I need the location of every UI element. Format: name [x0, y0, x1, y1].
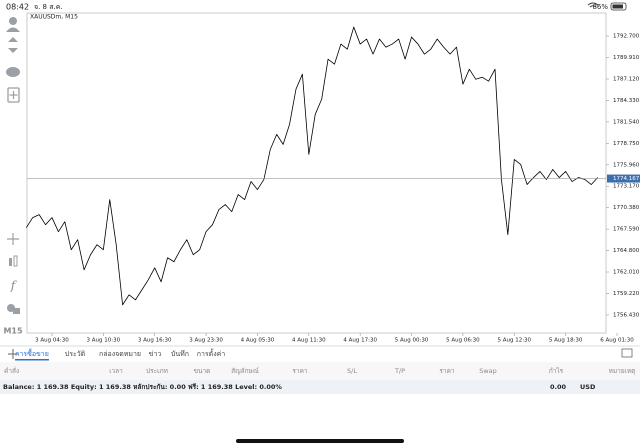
price-line — [25, 26, 599, 306]
tab-bar: การซื้อขาย ประวัติ กล่องจดหมาย ข่าว บันทึก กา… — [15, 347, 225, 361]
plot-area: 1792.700 1789.910 1787.120 1784.330 1781.540… — [25, 26, 640, 344]
balance-summary: Balance: 1 169.38 Equity: 1 169.38 หลักป… — [3, 383, 282, 391]
battery-icon — [610, 2, 627, 11]
column-header[interactable]: สัญลักษณ์ — [231, 367, 259, 375]
x-tick-label: 5 Aug 12:30 — [497, 338, 531, 344]
y-tick-label: 1781.540 — [613, 119, 640, 125]
accounts-icon-body — [6, 27, 20, 32]
column-header[interactable]: ประเภท — [146, 367, 168, 375]
x-tick-label: 3 Aug 10:30 — [87, 338, 121, 344]
tab[interactable]: บันทึก — [171, 349, 189, 358]
x-tick-label: 3 Aug 04:30 — [35, 338, 69, 344]
y-tick-label: 1764.800 — [613, 248, 640, 254]
current-price-box — [607, 174, 640, 183]
chat-icon[interactable] — [6, 67, 20, 77]
add-button[interactable] — [8, 349, 18, 359]
balance-currency: USD — [580, 383, 596, 391]
status-battery: 86% — [592, 3, 608, 11]
battery-level — [612, 4, 623, 9]
column-header[interactable]: หมายเหตุ — [609, 367, 636, 375]
tab[interactable]: การตั้งค่า — [197, 347, 226, 358]
accounts-icon[interactable] — [9, 17, 17, 25]
chart-type-icon[interactable] — [9, 258, 12, 266]
panel-toggle[interactable] — [621, 348, 633, 358]
side-toolbar: f M15 — [3, 17, 23, 336]
column-header[interactable]: ราคา — [439, 367, 454, 375]
y-tick-label: 1784.330 — [613, 98, 640, 104]
indicators-icon[interactable]: f — [10, 279, 18, 293]
column-header[interactable]: T/P — [394, 367, 405, 375]
y-tick-label: 1787.120 — [613, 76, 640, 82]
new-order-icon[interactable] — [7, 87, 20, 103]
tab[interactable]: ข่าว — [149, 350, 162, 358]
balance-profit: 0.00 — [550, 383, 567, 391]
y-tick-label: 1767.590 — [613, 227, 640, 233]
x-tick-label: 3 Aug 23:30 — [189, 338, 223, 344]
column-header[interactable]: S/L — [347, 367, 357, 375]
column-header[interactable]: Swap — [479, 367, 497, 375]
x-tick-label: 4 Aug 17:30 — [343, 338, 377, 344]
y-tick-label: 1770.380 — [613, 205, 640, 211]
status-time: 08:42 — [6, 3, 29, 12]
y-tick-label: 1789.910 — [613, 55, 640, 61]
y-tick-label: 1756.430 — [613, 312, 640, 318]
trade-icon[interactable] — [8, 37, 18, 53]
wifi-icon — [587, 2, 599, 8]
timeframe-button[interactable]: M15 — [3, 327, 23, 336]
x-tick-label: 4 Aug 05:30 — [241, 338, 275, 344]
tab[interactable]: ประวัติ — [65, 350, 86, 358]
status-date: จ. 8 ส.ค. — [34, 3, 63, 11]
column-header[interactable]: ราคา — [292, 367, 307, 375]
x-tick-label: 5 Aug 00:30 — [395, 338, 429, 344]
x-tick-label: 5 Aug 06:30 — [446, 338, 480, 344]
y-tick-label: 1773.170 — [613, 184, 640, 190]
crosshair-icon[interactable] — [7, 233, 19, 245]
column-header[interactable]: เวลา — [109, 367, 123, 375]
x-tick-label: 4 Aug 11:30 — [292, 338, 326, 344]
objects-icon-2 — [13, 308, 20, 314]
y-tick-label: 1759.220 — [613, 291, 640, 297]
current-price-label: 1774.167 — [613, 176, 640, 182]
chart-type-icon-2 — [13, 255, 18, 267]
column-header[interactable]: คำสั่ง — [4, 366, 19, 375]
x-tick-label: 6 Aug 01:30 — [600, 338, 634, 344]
chart-frame — [26, 12, 607, 334]
column-header[interactable]: ขนาด — [194, 367, 211, 375]
tab-underline — [15, 359, 49, 361]
x-tick-label: 3 Aug 16:30 — [138, 338, 172, 344]
y-tick-label: 1762.010 — [613, 270, 640, 276]
table-header-bg — [0, 362, 640, 380]
new-order-plus — [9, 91, 18, 99]
home-indicator — [236, 439, 404, 443]
y-tick-label: 1775.960 — [613, 162, 640, 168]
tab[interactable]: การซื้อขาย — [15, 347, 49, 358]
table-header: คำสั่ง เวลา ประเภท ขนาด สัญลักษณ์ ราคา S/L T/P ร… — [4, 366, 635, 375]
tab[interactable]: กล่องจดหมาย — [99, 350, 141, 358]
y-tick-label: 1778.750 — [613, 141, 640, 147]
chart-title: XAUUSDm, M15 — [30, 14, 78, 21]
y-tick-label: 1792.700 — [613, 34, 640, 40]
x-tick-label: 5 Aug 18:30 — [549, 338, 583, 344]
balance-row-bg — [0, 380, 640, 394]
column-header[interactable]: กำไร — [549, 367, 564, 375]
